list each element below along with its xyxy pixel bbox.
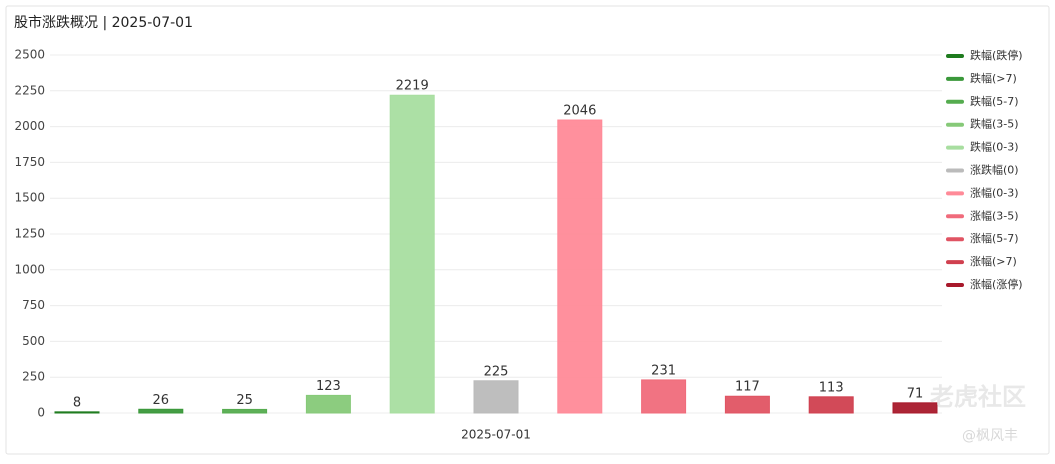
- watermark-author: @枫风丰: [962, 428, 1018, 444]
- x-tick-label: 2025-07-01: [461, 428, 531, 442]
- legend-label: 涨幅(0-3): [970, 186, 1019, 199]
- y-tick-label: 250: [22, 370, 45, 384]
- bar: [389, 94, 435, 414]
- value-label: 71: [907, 386, 924, 401]
- value-label: 2046: [563, 104, 596, 119]
- y-tick-label: 500: [22, 334, 45, 348]
- bar: [54, 411, 100, 414]
- y-tick-label: 2000: [14, 119, 45, 133]
- y-tick-label: 1500: [14, 191, 45, 205]
- value-label: 26: [153, 393, 170, 408]
- chart-title: 股市涨跌概况 | 2025-07-01: [14, 14, 193, 31]
- value-label: 231: [651, 363, 676, 378]
- y-tick-label: 1750: [14, 155, 45, 169]
- legend-label: 跌幅(5-7): [970, 94, 1019, 108]
- bar: [305, 394, 351, 414]
- y-tick-label: 1250: [14, 227, 45, 241]
- legend-label: 涨幅(>7): [970, 255, 1017, 268]
- y-tick-label: 0: [37, 406, 45, 420]
- value-label: 8: [73, 395, 81, 410]
- y-tick-label: 2250: [14, 83, 45, 97]
- bar: [222, 408, 268, 414]
- legend-label: 跌幅(跌停): [970, 48, 1023, 62]
- value-label: 117: [735, 380, 760, 395]
- bar: [724, 395, 770, 414]
- y-tick-label: 1000: [14, 262, 45, 276]
- legend-label: 涨幅(涨停): [970, 277, 1023, 291]
- bar: [557, 119, 603, 414]
- value-label: 113: [819, 380, 844, 395]
- legend-label: 跌幅(>7): [970, 71, 1017, 85]
- legend-label: 跌幅(3-5): [970, 117, 1019, 131]
- value-label: 25: [236, 393, 253, 408]
- y-tick-label: 2500: [14, 48, 45, 62]
- bar: [892, 402, 938, 414]
- bar: [138, 408, 184, 414]
- legend-label: 跌幅(0-3): [970, 140, 1019, 154]
- bar: [808, 396, 854, 414]
- bar: [473, 380, 519, 414]
- y-tick-label: 750: [22, 298, 45, 312]
- bar: [641, 379, 687, 414]
- legend-label: 涨跌幅(0): [970, 163, 1019, 177]
- card: [5, 5, 1050, 455]
- legend-label: 涨幅(5-7): [970, 232, 1019, 245]
- watermark: 老虎社区: [930, 383, 1026, 411]
- legend-label: 涨幅(3-5): [970, 209, 1019, 222]
- value-label: 123: [316, 379, 341, 394]
- value-label: 2219: [396, 79, 429, 94]
- value-label: 225: [484, 364, 509, 379]
